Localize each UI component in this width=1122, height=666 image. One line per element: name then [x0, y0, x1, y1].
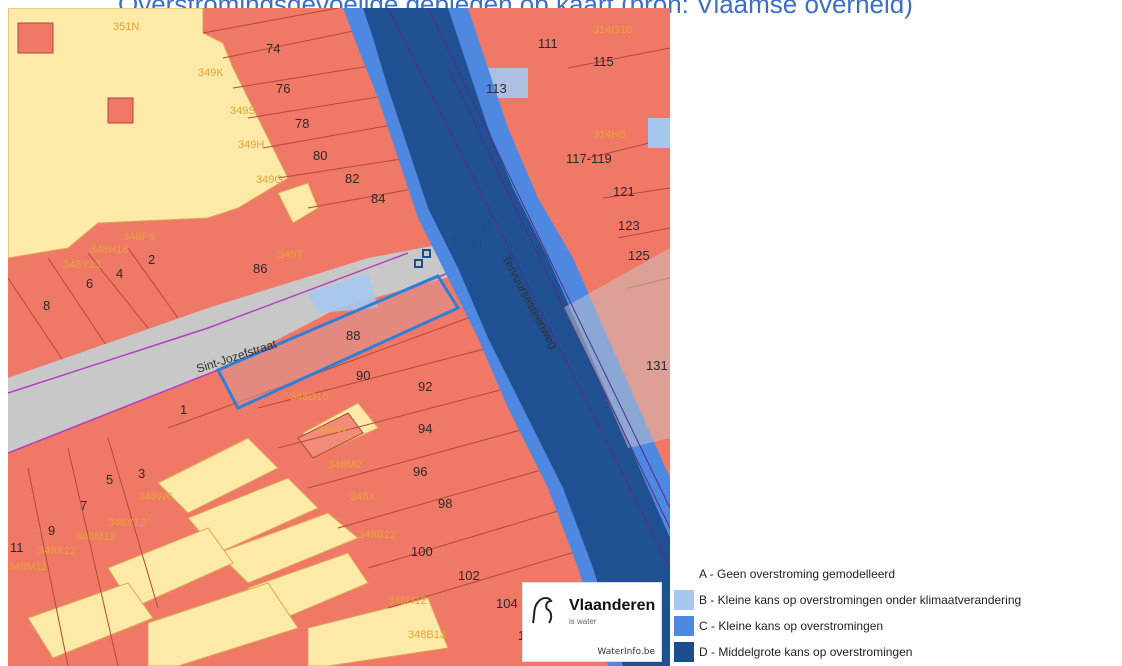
svg-text:131: 131 [646, 358, 668, 373]
svg-text:1: 1 [180, 402, 187, 417]
legend-swatch-c [674, 616, 694, 636]
svg-text:78: 78 [295, 116, 309, 131]
svg-text:9: 9 [48, 523, 55, 538]
svg-text:94: 94 [418, 421, 432, 436]
svg-text:349T: 349T [278, 249, 303, 261]
svg-text:348B13: 348B13 [408, 629, 446, 641]
svg-text:90: 90 [356, 368, 370, 383]
legend-item-a: A - Geen overstroming gemodelleerd [674, 561, 1122, 587]
parcel-lines [17, 22, 364, 459]
svg-text:98: 98 [438, 496, 452, 511]
legend-swatch-d [674, 642, 694, 662]
logo-site[interactable]: WaterInfo.be [597, 647, 655, 657]
parcel-code-labels: 351N 349K 349S 349H 349G 349T 348P8 348H… [8, 21, 632, 641]
svg-text:349K: 349K [198, 67, 224, 79]
logo-subtitle: is water [569, 617, 597, 626]
svg-text:115: 115 [593, 54, 614, 69]
svg-text:121: 121 [613, 184, 635, 199]
svg-text:100: 100 [411, 544, 433, 559]
map-canvas: Sint-Jozefstraat Tervuursesteenweg 74 76… [8, 8, 670, 666]
svg-text:348M2: 348M2 [328, 459, 362, 471]
svg-text:11: 11 [10, 540, 24, 555]
building-blocks-west [8, 8, 449, 666]
svg-text:314G10: 314G10 [593, 24, 632, 36]
svg-text:113: 113 [486, 81, 507, 96]
svg-text:348H16: 348H16 [90, 244, 129, 256]
svg-text:4: 4 [116, 266, 123, 281]
legend-label-d: D - Middelgrote kans op overstromingen [699, 645, 913, 659]
legend-label-a: A - Geen overstroming gemodelleerd [699, 567, 896, 581]
svg-text:102: 102 [458, 568, 480, 583]
legend-swatch-b [674, 590, 694, 610]
svg-text:349H: 349H [238, 139, 264, 151]
map-legend: A - Geen overstroming gemodelleerd B - K… [674, 561, 1122, 665]
svg-text:84: 84 [371, 191, 385, 206]
svg-text:349G: 349G [256, 174, 283, 186]
svg-text:8: 8 [43, 298, 50, 313]
legend-item-d: D - Middelgrote kans op overstromingen [674, 639, 1122, 665]
svg-text:76: 76 [276, 81, 290, 96]
svg-text:348B12: 348B12 [358, 529, 396, 541]
svg-text:96: 96 [413, 464, 427, 479]
svg-text:74: 74 [266, 41, 280, 56]
vlaanderen-logo-card[interactable]: Vlaanderen is water WaterInfo.be [522, 582, 662, 662]
svg-text:348W6: 348W6 [138, 491, 173, 503]
svg-text:104: 104 [496, 596, 518, 611]
flood-markers [414, 222, 492, 268]
legend-item-c: C - Kleine kans op overstromingen [674, 613, 1122, 639]
svg-text:351N: 351N [113, 21, 139, 33]
legend-label-c: C - Kleine kans op overstromingen [699, 619, 884, 633]
svg-text:3: 3 [138, 466, 145, 481]
road-boundary-line [8, 252, 409, 394]
flood-zone-d [363, 8, 670, 666]
legend-item-b: B - Kleine kans op overstromingen onder … [674, 587, 1122, 613]
svg-text:348Y13: 348Y13 [63, 259, 101, 271]
svg-text:92: 92 [418, 379, 432, 394]
svg-text:117-119: 117-119 [566, 151, 612, 166]
flood-map[interactable]: Sint-Jozefstraat Tervuursesteenweg 74 76… [8, 8, 670, 666]
tervuursesteenweg-lines [387, 8, 670, 569]
svg-text:349S: 349S [230, 105, 256, 117]
svg-text:86: 86 [253, 261, 267, 276]
svg-text:6: 6 [86, 276, 93, 291]
svg-text:314H8: 314H8 [593, 129, 625, 141]
svg-text:348P8: 348P8 [123, 231, 155, 243]
svg-text:7: 7 [80, 498, 87, 513]
svg-text:348D16: 348D16 [290, 391, 329, 403]
svg-text:88: 88 [346, 328, 360, 343]
legend-swatch-a [674, 564, 694, 584]
legend-label-b: B - Kleine kans op overstromingen onder … [699, 593, 1022, 607]
svg-text:82: 82 [345, 171, 359, 186]
road-tervuursesteenweg [563, 248, 670, 448]
logo-name: Vlaanderen [569, 597, 656, 614]
svg-text:348M11: 348M11 [8, 561, 47, 573]
svg-text:348H12: 348H12 [388, 595, 427, 607]
parcel-boundaries [8, 8, 670, 666]
svg-text:2: 2 [148, 252, 155, 267]
svg-text:5: 5 [106, 472, 113, 487]
svg-text:348M12: 348M12 [76, 531, 116, 543]
selected-parcel-88[interactable] [215, 274, 461, 410]
svg-text:348X: 348X [350, 491, 376, 503]
svg-text:123: 123 [618, 218, 640, 233]
svg-text:111: 111 [538, 36, 558, 51]
svg-text:125: 125 [628, 248, 650, 263]
svg-text:348Y12: 348Y12 [108, 517, 146, 529]
svg-text:80: 80 [313, 148, 327, 163]
lion-icon [532, 597, 553, 624]
svg-text:348X12: 348X12 [38, 545, 76, 557]
svg-text:348W: 348W [318, 424, 347, 436]
house-number-labels: 74 76 78 80 82 84 86 88 90 92 94 96 98 1… [10, 36, 668, 643]
